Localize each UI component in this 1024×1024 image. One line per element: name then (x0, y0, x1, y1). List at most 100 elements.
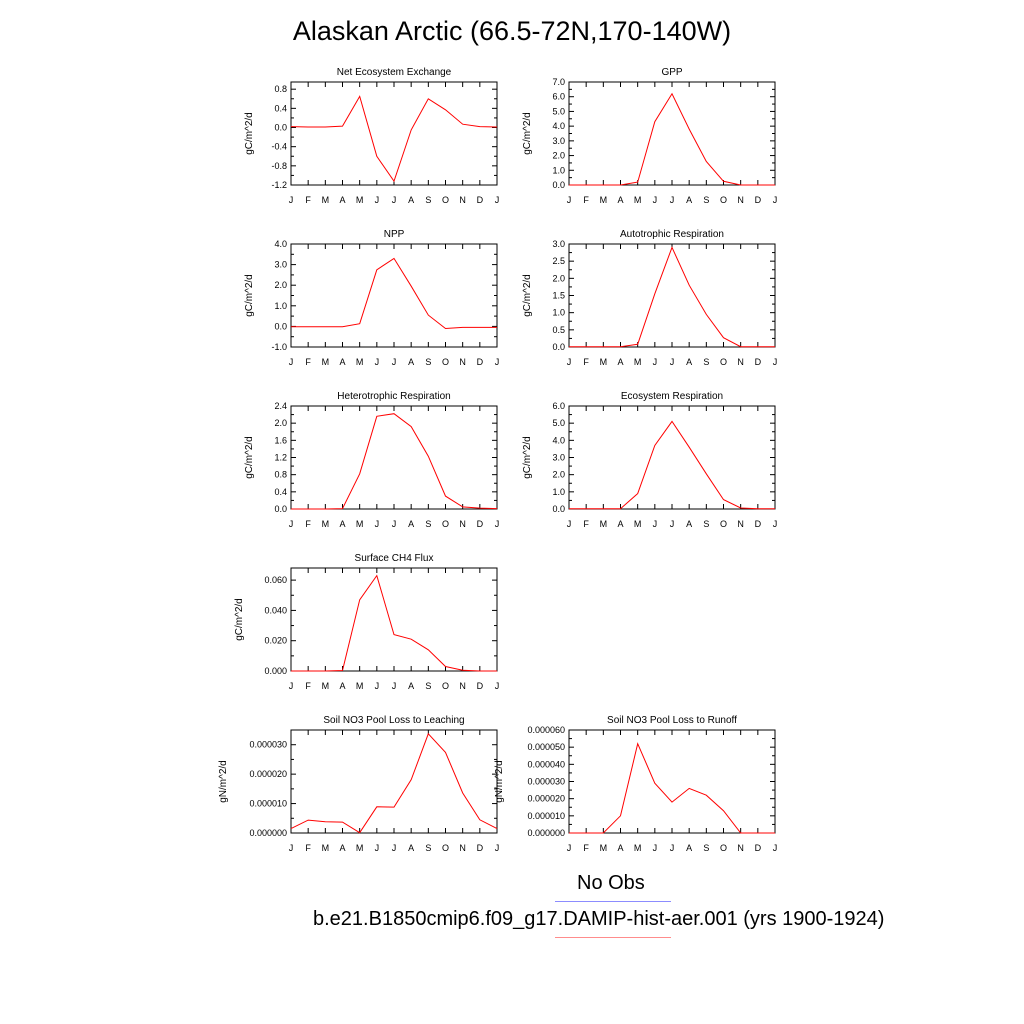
x-tick-label: A (617, 843, 623, 853)
x-tick-label: M (600, 843, 608, 853)
x-tick-label: F (305, 519, 311, 529)
panel-title: NPP (384, 229, 405, 240)
y-tick-label: 1.0 (552, 165, 565, 175)
y-tick-label: 0.8 (274, 84, 287, 94)
series-line (569, 246, 775, 348)
y-tick-label: 2.0 (552, 470, 565, 480)
x-tick-label: D (477, 519, 484, 529)
x-tick-label: M (600, 357, 608, 367)
y-tick-label: 0.0 (552, 342, 565, 352)
y-tick-label: 3.0 (552, 453, 565, 463)
y-tick-label: 3.0 (274, 260, 287, 270)
panel-title: Net Ecosystem Exchange (337, 67, 452, 78)
x-tick-label: M (356, 843, 364, 853)
y-tick-label: 0.000020 (527, 794, 565, 804)
series-line (290, 732, 498, 834)
y-axis-label: gC/m^2/d (522, 274, 533, 317)
chart-panel-9: Soil NO3 Pool Loss to Runoff 0.000060 0.00… (494, 715, 777, 853)
x-tick-label: N (459, 357, 466, 367)
y-tick-label: 7.0 (552, 77, 565, 87)
x-tick-label: M (356, 519, 364, 529)
x-tick-label: S (425, 681, 431, 691)
chart-panel-5: Heterotrophic Respiration 2.4 2.0 1.6 1.2 0.8… (244, 391, 499, 529)
x-tick-label: S (425, 195, 431, 205)
x-tick-label: A (339, 357, 345, 367)
x-tick-label: J (375, 519, 380, 529)
y-tick-label: 1.2 (274, 453, 287, 463)
x-tick-label: O (720, 357, 727, 367)
x-tick-label: J (567, 519, 572, 529)
y-tick-label: 4.0 (552, 121, 565, 131)
x-tick-label: J (567, 195, 572, 205)
y-tick-label: 2.5 (552, 256, 565, 266)
x-tick-label: A (408, 195, 414, 205)
y-axis-label: gC/m^2/d (244, 436, 255, 479)
x-tick-label: O (442, 195, 449, 205)
x-tick-label: S (703, 519, 709, 529)
x-tick-label: M (322, 681, 330, 691)
y-tick-label: 0.000 (264, 666, 287, 676)
plot-frame (568, 729, 776, 834)
y-tick-label: 0.000000 (527, 828, 565, 838)
y-axis-label: gC/m^2/d (234, 598, 245, 641)
y-tick-label: 0.000050 (527, 742, 565, 752)
x-tick-label: M (634, 195, 642, 205)
x-tick-label: J (670, 195, 675, 205)
panel-title: Ecosystem Respiration (621, 391, 723, 402)
y-tick-label: 0.0 (552, 180, 565, 190)
x-tick-label: M (322, 357, 330, 367)
panel-title: Surface CH4 Flux (355, 553, 434, 564)
y-tick-label: 0.000030 (527, 777, 565, 787)
y-tick-label: 0.4 (274, 487, 287, 497)
x-tick-label: J (773, 519, 778, 529)
x-tick-label: A (339, 681, 345, 691)
x-tick-label: M (634, 843, 642, 853)
y-tick-label: 1.0 (274, 301, 287, 311)
x-tick-label: A (339, 519, 345, 529)
series-line (291, 574, 497, 672)
x-tick-label: A (617, 519, 623, 529)
x-tick-label: J (670, 519, 675, 529)
plot-frame (568, 243, 776, 348)
x-tick-label: F (305, 195, 311, 205)
x-tick-label: N (459, 843, 466, 853)
x-tick-label: N (737, 357, 744, 367)
x-tick-label: N (459, 195, 466, 205)
x-tick-label: F (305, 357, 311, 367)
x-tick-label: J (289, 519, 294, 529)
y-tick-label: 5.0 (552, 106, 565, 116)
x-tick-label: M (322, 843, 330, 853)
x-tick-label: J (773, 843, 778, 853)
y-tick-label: 2.4 (274, 401, 287, 411)
y-tick-label: 0.000010 (527, 811, 565, 821)
plot-frame (290, 729, 498, 834)
y-tick-label: 3.0 (552, 136, 565, 146)
y-tick-label: 5.0 (552, 418, 565, 428)
x-tick-label: N (459, 519, 466, 529)
x-tick-label: A (686, 843, 692, 853)
x-tick-label: O (442, 843, 449, 853)
y-tick-label: 2.0 (552, 151, 565, 161)
y-tick-label: 2.0 (552, 273, 565, 283)
x-tick-label: A (686, 519, 692, 529)
y-tick-label: 0.000060 (527, 725, 565, 735)
x-tick-label: M (600, 519, 608, 529)
legend-obs-line (555, 901, 671, 902)
y-tick-label: 2.0 (274, 280, 287, 290)
x-tick-label: J (670, 357, 675, 367)
chart-panel-4: Autotrophic Respiration 3.0 2.5 2.0 1.5 1.0 0.… (522, 229, 777, 367)
y-tick-label: 0.4 (274, 103, 287, 113)
series-line (569, 420, 776, 510)
y-tick-label: 1.0 (552, 308, 565, 318)
x-tick-label: S (703, 843, 709, 853)
y-tick-label: 0.000030 (249, 740, 287, 750)
series-line (290, 95, 498, 183)
series-line (291, 257, 497, 330)
x-tick-label: J (289, 195, 294, 205)
x-tick-label: F (583, 519, 589, 529)
x-tick-label: D (755, 357, 762, 367)
y-tick-label: 0.000040 (527, 759, 565, 769)
x-tick-label: A (339, 195, 345, 205)
x-tick-label: J (773, 195, 778, 205)
